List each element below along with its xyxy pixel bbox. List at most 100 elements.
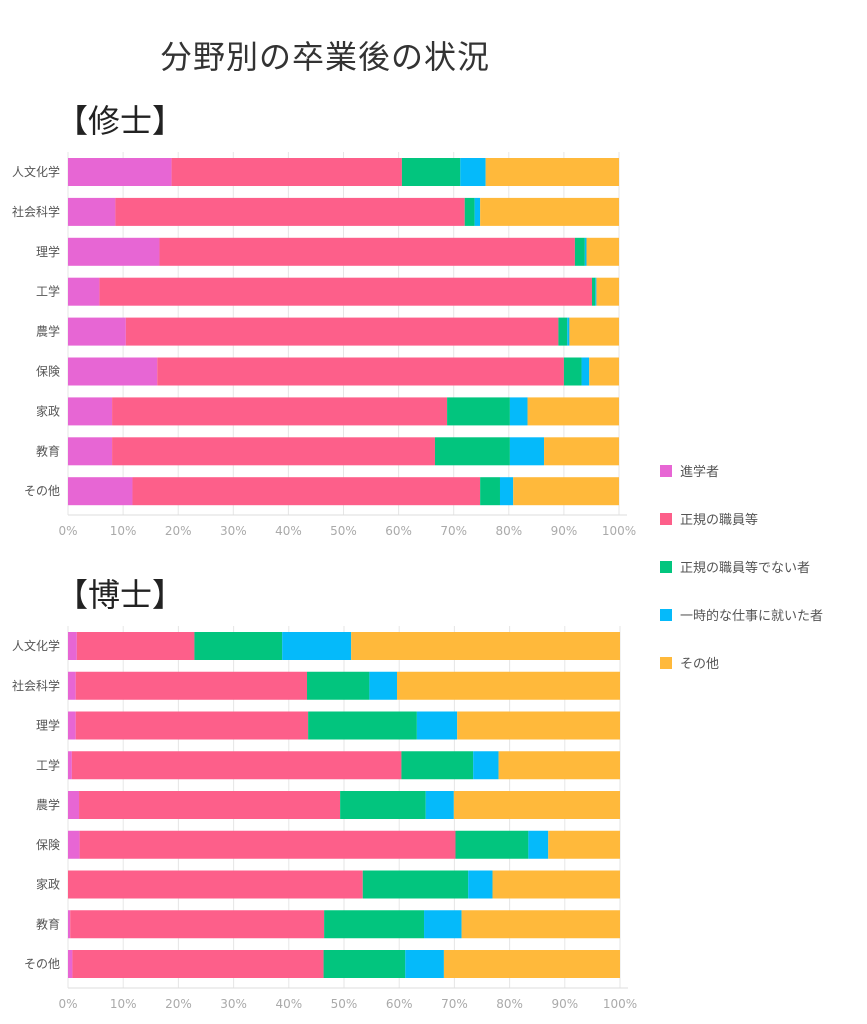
bar-segment (401, 158, 461, 186)
bar-segment (434, 437, 510, 466)
x-tick-label: 90% (551, 524, 578, 538)
bar-segment (351, 632, 620, 660)
bar-segment (112, 437, 435, 466)
bar-segment (362, 870, 469, 899)
category-label: 社会科学 (12, 678, 60, 693)
category-label: 教育 (36, 916, 60, 931)
x-tick-label: 20% (165, 997, 192, 1011)
bar-segment (79, 791, 341, 819)
bar-segment (68, 277, 100, 306)
bar-segment (558, 317, 568, 346)
category-label: 農学 (36, 324, 60, 339)
bar-segment (455, 830, 529, 859)
bar-segment (567, 317, 570, 346)
bar-segment (68, 870, 363, 899)
x-tick-label: 50% (331, 997, 358, 1011)
bar-segment (68, 791, 80, 819)
bar-segment (509, 397, 528, 426)
bar-segment (115, 197, 465, 226)
bar-segment (527, 397, 619, 426)
section-title-doctor: 【博士】 (56, 576, 185, 614)
legend-label: その他 (680, 657, 719, 672)
bar-segment (68, 477, 133, 506)
bar-segment (584, 237, 587, 266)
bar-segment (405, 950, 444, 978)
section-title-master: 【修士】 (56, 102, 185, 140)
bar-segment (68, 950, 73, 978)
category-label: 家政 (36, 877, 60, 892)
x-tick-label: 20% (165, 524, 192, 538)
bar-segment (68, 632, 77, 660)
bar-segment (586, 237, 619, 266)
bar-segment (323, 950, 406, 978)
x-tick-label: 80% (496, 997, 523, 1011)
bar-segment (509, 437, 545, 466)
chart-main-title: 分野別の卒業後の状況 (159, 38, 490, 76)
bar-segment (424, 910, 462, 939)
bar-segment (589, 357, 619, 386)
x-tick-label: 70% (441, 997, 468, 1011)
bar-segment (425, 791, 454, 819)
x-tick-label: 60% (386, 997, 413, 1011)
bar-segment (453, 791, 620, 819)
bar-segment (68, 317, 126, 346)
bar-segment (528, 830, 549, 859)
bar-segment (596, 277, 619, 306)
bar-segment (569, 317, 619, 346)
bar-segment (112, 397, 448, 426)
x-tick-label: 30% (220, 524, 247, 538)
legend-label: 正規の職員等 (680, 512, 758, 528)
bar-segment (474, 197, 481, 226)
bar-segment (76, 632, 195, 660)
legend-swatch (660, 513, 672, 525)
x-tick-label: 80% (495, 524, 522, 538)
bar-segment (563, 357, 582, 386)
bar-segment (68, 910, 71, 939)
bar-segment (416, 711, 458, 740)
bar-segment (71, 751, 402, 780)
bar-segment (369, 671, 397, 700)
category-label: 保険 (36, 365, 60, 379)
bar-segment (457, 711, 620, 740)
x-tick-label: 30% (220, 997, 247, 1011)
bar-segment (447, 397, 510, 426)
x-tick-label: 90% (551, 997, 578, 1011)
bar-segment (443, 950, 620, 978)
category-label: 人文化学 (12, 638, 60, 653)
category-label: 工学 (36, 757, 60, 772)
bar-segment (308, 711, 417, 740)
bar-segment (75, 671, 308, 700)
bar-segment (68, 237, 160, 266)
bar-segment (70, 910, 325, 939)
bar-segment (132, 477, 481, 506)
bar-segment (544, 437, 619, 466)
bar-segment (68, 711, 76, 740)
bar-segment (159, 237, 575, 266)
bar-segment (324, 910, 425, 939)
category-label: 理学 (36, 718, 60, 733)
bar-segment (72, 950, 324, 978)
legend-swatch (660, 609, 672, 621)
x-tick-label: 100% (602, 524, 636, 538)
bar-segment (498, 751, 620, 780)
x-tick-label: 50% (330, 524, 357, 538)
x-tick-label: 60% (385, 524, 412, 538)
bar-segment (581, 357, 590, 386)
legend-label: 正規の職員等でない者 (680, 560, 810, 576)
bar-segment (574, 237, 585, 266)
legend-label: 一時的な仕事に就いた者 (680, 608, 823, 624)
legend-swatch (660, 465, 672, 477)
bar-segment (396, 671, 620, 700)
legend-swatch (660, 657, 672, 669)
x-tick-label: 40% (275, 997, 302, 1011)
bar-segment (340, 791, 426, 819)
x-tick-label: 10% (110, 524, 137, 538)
bar-segment (68, 830, 80, 859)
bar-segment (513, 477, 619, 506)
x-tick-label: 40% (275, 524, 302, 538)
bar-segment (592, 277, 596, 306)
bar-segment (464, 197, 475, 226)
category-label: 人文化学 (12, 164, 60, 179)
bar-segment (194, 632, 283, 660)
